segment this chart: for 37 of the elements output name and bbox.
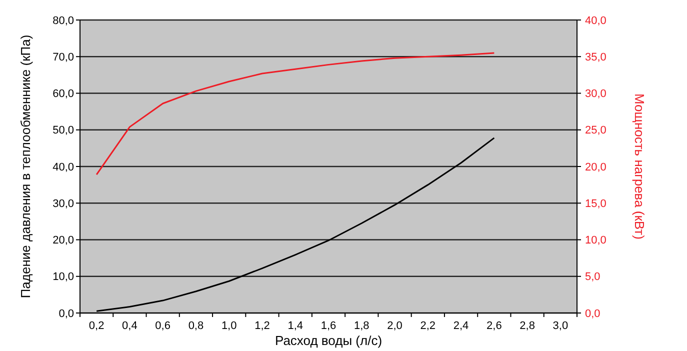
y-axis-title: Падение давления в теплообменнике (кПа) [18,34,33,298]
x-tick-label: 1,6 [320,320,336,332]
line-series [96,52,495,176]
y2-tick-label: 10,0 [585,234,606,247]
x-tick-label: 0,6 [155,320,170,332]
x-tick-label: 2,4 [453,320,469,332]
y-tick-label: 0,0 [58,308,74,320]
y2-tick-label: 40,0 [585,14,606,27]
y2-tick-label: 30,0 [585,88,606,100]
y-tick-label: 50,0 [52,124,74,137]
y2-tick-label: 20,0 [585,161,606,174]
x-axis-title: Расход воды (л/с) [274,333,382,348]
y2-tick-label: 35,0 [585,51,606,64]
y-tick-label: 40,0 [52,161,74,174]
y2-axis-title: Мощность нагрева (кВт) [632,94,647,240]
y-tick-label: 80,0 [52,14,74,27]
y2-tick-label: 5,0 [585,271,600,284]
x-tick-label: 2,8 [520,320,535,332]
x-tick-label: 3,0 [552,320,568,332]
y-tick-label: 20,0 [52,234,74,247]
x-tick-label: 1,8 [354,320,370,332]
x-tick-label: 1,4 [288,320,304,332]
y-tick-label: 70,0 [52,51,74,64]
x-tick-label: 0,4 [122,320,138,332]
x-tick-label: 2,2 [420,320,436,332]
x-tick-label: 1,0 [221,320,237,332]
x-tick-label: 2,6 [486,320,502,332]
y2-tick-label: 15,0 [585,198,606,210]
y-tick-label: 10,0 [52,271,74,284]
x-tick-label: 1,2 [254,320,270,332]
x-tick-label: 0,2 [88,320,104,332]
y2-tick-label: 0,0 [585,308,600,320]
y-tick-label: 60,0 [52,88,74,100]
x-tick-label: 0,8 [188,320,204,332]
x-tick-label: 2,0 [387,320,402,332]
y2-tick-label: 25,0 [585,124,606,137]
y-tick-label: 30,0 [52,198,74,210]
